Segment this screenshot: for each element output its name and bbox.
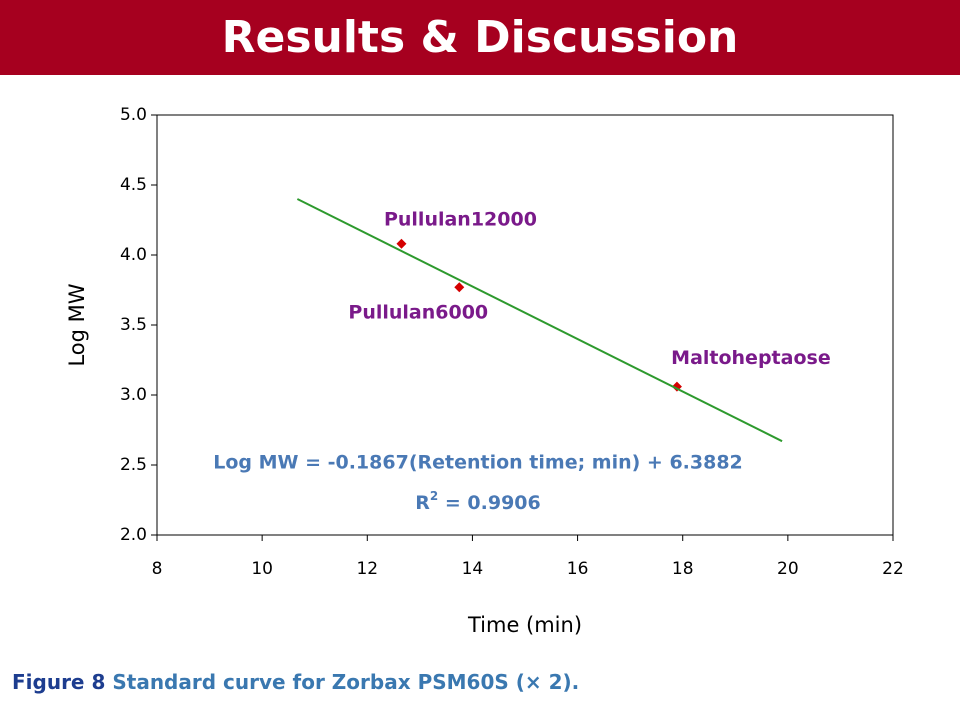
fit-line: [296, 198, 783, 443]
caption-text: Standard curve for Zorbax PSM60S (× 2).: [112, 670, 580, 694]
chart: 2.0 2.5 3.0 3.5 4.0 4.5 5.0 8 10 12 14 16 18 20 22 Time…: [65, 105, 904, 637]
data-point: [396, 238, 407, 249]
y-tick-label: 5.0: [120, 105, 147, 125]
point-label: Maltoheptaose: [671, 347, 831, 369]
r-squared-sup: 2: [430, 489, 438, 503]
x-tick-label: 18: [672, 559, 694, 579]
equation: Log MW = -0.1867(Retention time; min) + …: [213, 452, 743, 474]
y-tick-label: 3.5: [120, 315, 147, 335]
point-label: Pullulan6000: [348, 302, 488, 324]
slide-title: Results & Discussion: [0, 0, 960, 75]
x-tick-label: 10: [251, 559, 273, 579]
r-squared: R2 = 0.9906: [415, 489, 540, 514]
y-axis-label: Log MW: [65, 283, 89, 366]
y-tick-label: 2.5: [120, 455, 147, 475]
data-point: [454, 282, 465, 293]
y-tick-label: 3.0: [120, 385, 147, 405]
x-axis-label: Time (min): [467, 613, 582, 637]
x-tick-label: 12: [356, 559, 378, 579]
x-tick-label: 8: [152, 559, 163, 579]
caption: Figure 8 Standard curve for Zorbax PSM60…: [12, 670, 579, 694]
r-squared-base: R: [415, 492, 430, 514]
x-tick-label: 16: [567, 559, 589, 579]
point-label: Pullulan12000: [384, 208, 537, 230]
y-tick-label: 4.5: [120, 175, 147, 195]
x-tick-label: 14: [462, 559, 484, 579]
r-squared-value: = 0.9906: [438, 492, 540, 514]
y-tick-label: 4.0: [120, 245, 147, 265]
caption-label: Figure 8: [12, 670, 106, 694]
y-tick-label: 2.0: [120, 525, 147, 545]
x-tick-label: 22: [882, 559, 904, 579]
x-tick-label: 20: [777, 559, 799, 579]
